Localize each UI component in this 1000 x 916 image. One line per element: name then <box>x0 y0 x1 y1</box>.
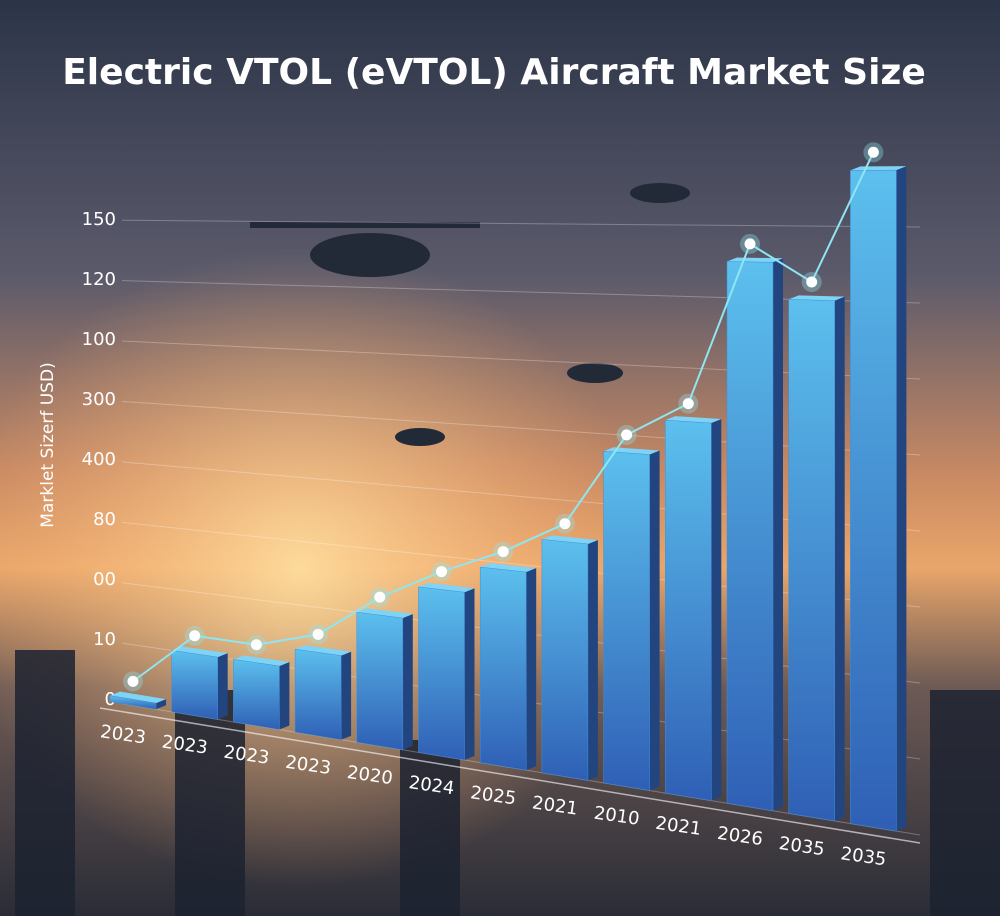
grid-line <box>121 280 921 304</box>
bar-side <box>896 166 907 832</box>
trend-marker <box>250 639 262 651</box>
bar-side <box>834 296 845 821</box>
bar-side <box>341 651 352 740</box>
y-tick-label: 150 <box>82 209 116 230</box>
bar <box>665 419 712 801</box>
grid-line <box>121 400 921 456</box>
trend-marker <box>436 566 447 578</box>
bar <box>479 566 527 771</box>
trend-marker <box>374 591 386 603</box>
bar-side <box>526 568 537 771</box>
bar-top <box>171 646 228 658</box>
bar-top <box>418 582 475 593</box>
bar <box>171 650 218 720</box>
y-axis-label: Marklet Sizerf USD) <box>38 362 58 527</box>
y-tick-label: 120 <box>82 269 116 290</box>
trend-marker <box>806 276 818 288</box>
bar-side <box>649 450 660 791</box>
y-tick-label: 400 <box>82 449 116 470</box>
trend-marker <box>744 238 756 250</box>
bar-top <box>480 563 537 573</box>
bar <box>356 611 404 751</box>
trend-marker <box>312 628 324 640</box>
bar-top <box>295 645 352 656</box>
trend-marker <box>127 675 139 687</box>
bar-side <box>217 653 228 720</box>
grid-line <box>121 521 921 608</box>
trend-marker <box>189 630 201 642</box>
bar-side <box>711 419 722 801</box>
y-tick-label: 10 <box>93 629 116 650</box>
bar-side <box>279 662 290 730</box>
bar-top <box>665 416 722 424</box>
bar-side <box>402 614 413 750</box>
trend-marker <box>559 518 571 530</box>
bar <box>418 586 465 761</box>
bar-side <box>587 539 598 781</box>
bar-top <box>110 691 166 704</box>
chart-title: Electric VTOL (eVTOL) Aircraft Market Si… <box>62 52 926 93</box>
bar-top <box>541 535 598 544</box>
bar <box>850 169 897 832</box>
x-axis <box>99 707 921 844</box>
drones <box>250 183 690 446</box>
bar-top <box>356 608 413 619</box>
bar-top <box>788 295 845 301</box>
bar <box>726 261 774 812</box>
bar-side <box>773 258 783 811</box>
trend-marker <box>867 146 879 158</box>
y-tick-label: 80 <box>93 509 116 530</box>
y-tick-label: 300 <box>82 389 116 410</box>
trend-marker <box>497 546 509 558</box>
grid-line <box>121 340 921 380</box>
bar-top <box>233 655 290 667</box>
bar <box>788 299 835 822</box>
bar <box>233 659 280 730</box>
bar-side <box>464 588 475 761</box>
bar <box>294 648 342 740</box>
trend-marker <box>682 398 694 410</box>
grid-line <box>121 219 921 228</box>
bar <box>109 695 157 710</box>
trend-marker <box>621 429 633 441</box>
y-tick-label: 100 <box>82 329 116 350</box>
bar-side <box>156 699 166 710</box>
bar <box>541 539 589 781</box>
city-skyline <box>15 650 1000 916</box>
grid-line <box>121 461 921 532</box>
y-tick-label: 00 <box>93 569 116 590</box>
bar <box>603 450 650 791</box>
bar-top <box>727 257 783 263</box>
